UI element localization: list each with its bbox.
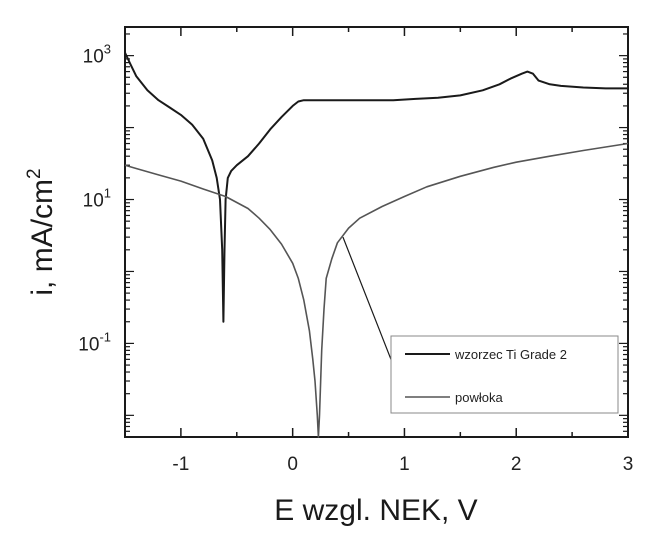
y-tick-label-exponent: 1 bbox=[104, 186, 111, 201]
x-axis-title: E wzgl. NEK, V bbox=[274, 494, 477, 527]
y-tick-label: 101 bbox=[83, 186, 111, 212]
x-tick-label: 2 bbox=[511, 454, 522, 475]
y-axis-title: i, mA/cm2 bbox=[24, 168, 59, 295]
x-tick-label: -1 bbox=[172, 454, 189, 475]
y-tick-label-exponent: -1 bbox=[99, 329, 111, 344]
y-tick-label: 10-1 bbox=[78, 329, 111, 355]
series-line-ti-grade-2 bbox=[124, 52, 628, 323]
plot-area-border bbox=[124, 26, 629, 438]
y-tick-label-base: 10 bbox=[78, 334, 99, 355]
y-tick-label-base: 10 bbox=[83, 47, 104, 68]
axis-ticks bbox=[124, 27, 629, 438]
legend-box bbox=[390, 335, 619, 414]
x-tick-label: 1 bbox=[399, 454, 410, 475]
y-tick-label: 103 bbox=[83, 42, 111, 68]
y-tick-label-exponent: 3 bbox=[104, 42, 111, 57]
legend: wzorzec Ti Grade 2 powłoka bbox=[390, 335, 619, 414]
legend-label-ti-grade-2: wzorzec Ti Grade 2 bbox=[454, 347, 567, 362]
x-tick-labels: -1 0 1 2 3 bbox=[172, 454, 633, 475]
plot-frame bbox=[124, 26, 629, 438]
series-line-powloka bbox=[124, 142, 629, 438]
series-layer bbox=[124, 52, 629, 438]
x-tick-label: 3 bbox=[623, 454, 634, 475]
y-axis-title-exponent: 2 bbox=[24, 168, 45, 179]
y-tick-label-base: 10 bbox=[83, 191, 104, 212]
y-axis-title-base: i, mA/cm bbox=[26, 179, 59, 296]
legend-label-powloka: powłoka bbox=[455, 390, 503, 405]
x-tick-label: 0 bbox=[287, 454, 298, 475]
